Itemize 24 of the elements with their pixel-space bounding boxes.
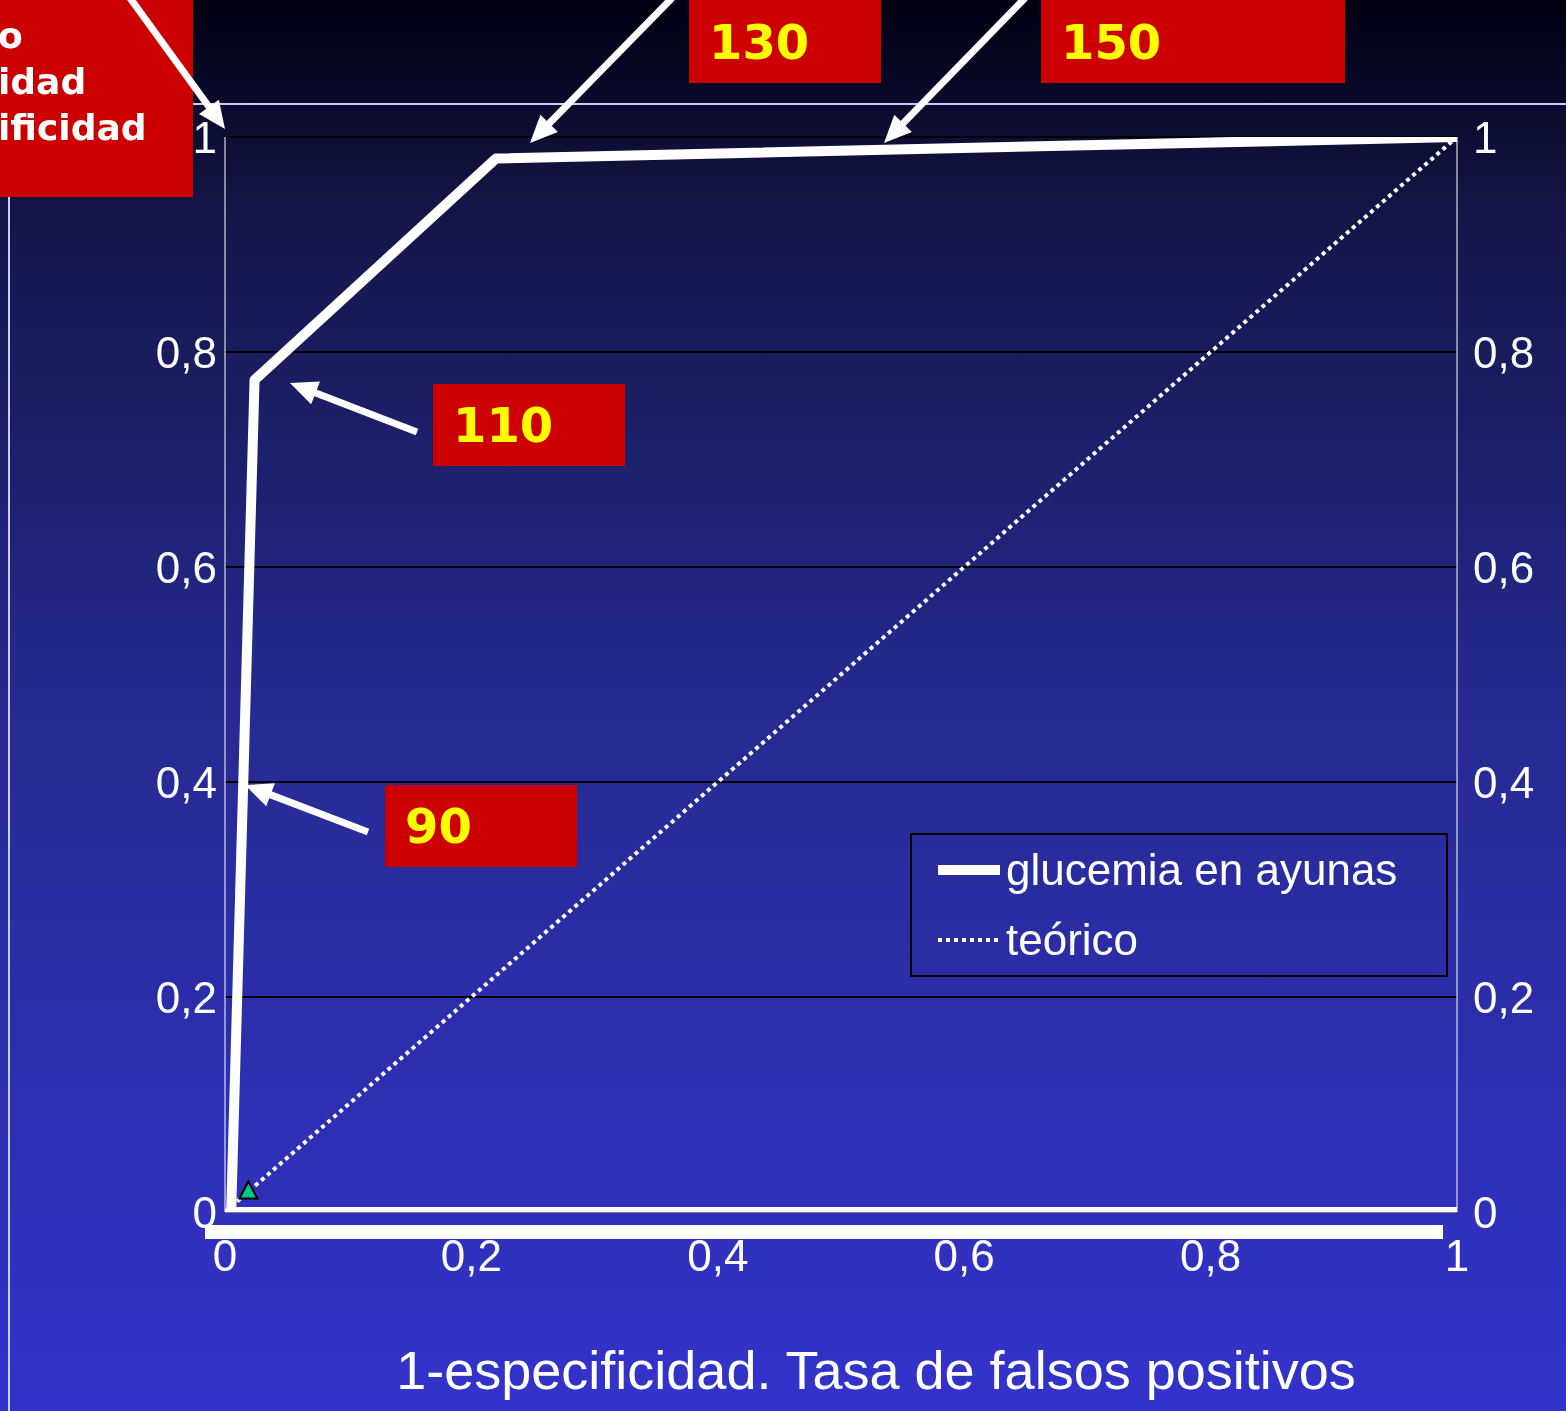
y-tick-label: 0,2	[155, 972, 217, 1022]
y-tick-label: 0,4	[155, 757, 217, 807]
legend-label: teórico	[1006, 915, 1139, 965]
legend-label: glucemia en ayunas	[1006, 845, 1398, 895]
y2-tick-label: 0,8	[1473, 327, 1535, 377]
x-axis-title: 1-especificidad. Tasa de falsos positivos	[396, 1340, 1356, 1400]
y-tick-label: 1	[192, 112, 217, 162]
y-tick-label: 0,6	[155, 542, 217, 592]
y2-tick-label: 0,4	[1473, 757, 1535, 807]
x-tick-label: 0,2	[440, 1231, 502, 1281]
y2-tick-label: 0,2	[1473, 972, 1535, 1022]
x-tick-label: 0,6	[933, 1231, 995, 1281]
x-tick-label: 1	[1444, 1231, 1470, 1281]
annotation: 110	[453, 397, 554, 453]
annotation: 90	[405, 798, 472, 854]
text: 130	[709, 13, 810, 70]
text: o idad ificidad	[0, 15, 147, 148]
y2-tick-label: 0	[1473, 1187, 1498, 1237]
x-tick-label: 0,4	[687, 1231, 749, 1281]
y2-tick-label: 0,6	[1473, 542, 1535, 592]
y2-tick-label: 1	[1473, 112, 1498, 162]
y-tick-label: 0,8	[155, 327, 217, 377]
x-tick-label: 0,8	[1180, 1231, 1242, 1281]
text: 150	[1061, 13, 1162, 70]
